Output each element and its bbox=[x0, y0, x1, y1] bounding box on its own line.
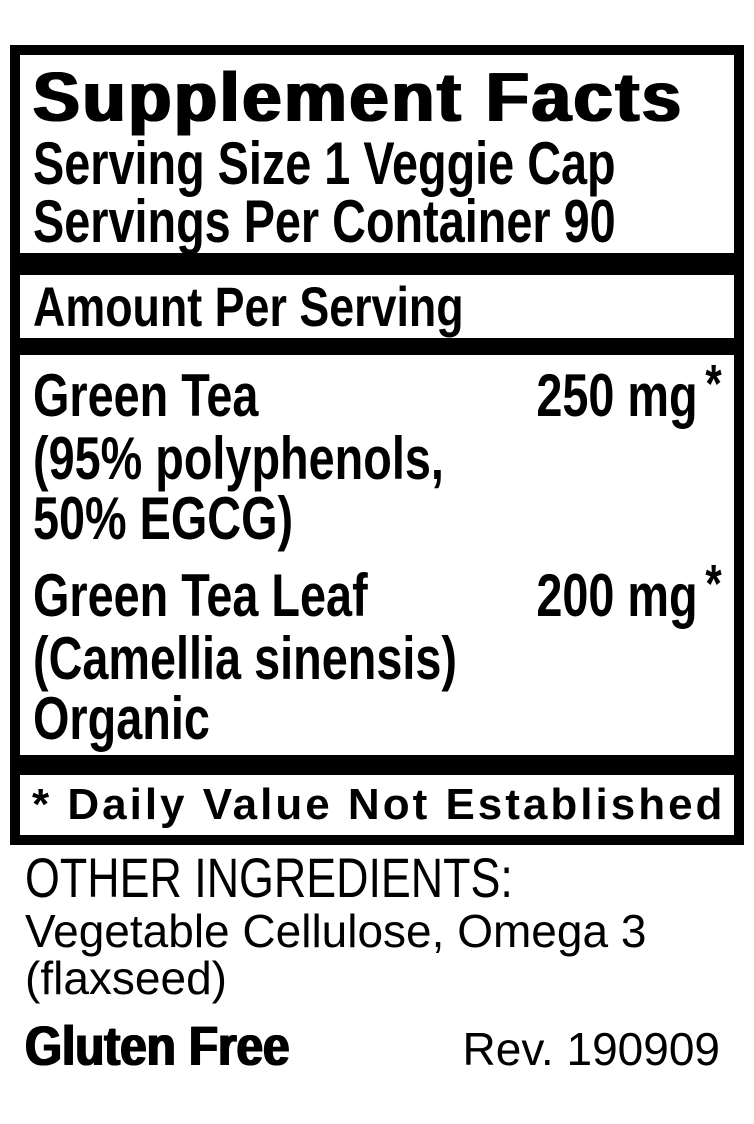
serving-size-text: Serving Size 1 Veggie Cap bbox=[33, 130, 616, 197]
gluten-free-claim: Gluten Free bbox=[25, 1014, 336, 1078]
ingredient-row: Green Tea Leaf 200 mg * bbox=[33, 554, 722, 629]
supplement-facts-panel: Supplement Facts Serving Size 1 Veggie C… bbox=[10, 45, 744, 845]
other-ingredients-line: (flaxseed) bbox=[25, 952, 227, 1004]
servings-per-container-line: Servings Per Container 90 bbox=[33, 188, 724, 255]
daily-value-footnote: * Daily Value Not Established bbox=[32, 780, 726, 829]
amount-per-serving-header: Amount Per Serving bbox=[33, 275, 464, 338]
ingredient-detail: Organic bbox=[33, 685, 210, 752]
revision-number: Rev. 190909 bbox=[462, 1023, 720, 1075]
ingredient-detail: 50% EGCG) bbox=[33, 485, 294, 552]
ingredient-amount: 250 mg * bbox=[536, 354, 722, 429]
bottom-row: Gluten Free Rev. 190909 bbox=[25, 1014, 720, 1078]
ingredient-name: Green Tea bbox=[33, 362, 259, 429]
thick-rule bbox=[20, 253, 734, 275]
ingredient-detail-line: 50% EGCG) bbox=[33, 489, 722, 549]
ingredient-amount: 200 mg * bbox=[536, 554, 722, 629]
ingredient-name: Green Tea Leaf bbox=[33, 562, 368, 629]
ingredient-detail-line: Organic bbox=[33, 689, 722, 749]
panel-title: Supplement Facts bbox=[33, 58, 684, 136]
ingredient-detail-line: (95% polyphenols, bbox=[33, 429, 722, 489]
servings-per-container-text: Servings Per Container 90 bbox=[33, 188, 616, 255]
other-ingredients-line: Vegetable Cellulose, Omega 3 bbox=[25, 905, 647, 957]
ingredient-detail: (95% polyphenols, bbox=[33, 425, 444, 492]
daily-value-asterisk: * bbox=[705, 354, 722, 414]
daily-value-asterisk: * bbox=[705, 554, 722, 614]
thick-rule bbox=[20, 338, 734, 355]
serving-size-line: Serving Size 1 Veggie Cap bbox=[33, 130, 724, 197]
ingredient-detail-line: (Camellia sinensis) bbox=[33, 629, 722, 689]
ingredients-section: Green Tea 250 mg * (95% polyphenols, 50% … bbox=[20, 354, 734, 755]
other-ingredients-block: OTHER INGREDIENTS: Vegetable Cellulose, … bbox=[25, 848, 646, 1002]
amount-value: 250 mg bbox=[536, 362, 698, 429]
panel-header-section: Supplement Facts Serving Size 1 Veggie C… bbox=[20, 55, 734, 253]
thick-rule bbox=[20, 755, 734, 775]
gluten-free-text: Gluten Free bbox=[25, 1014, 290, 1077]
footnote-section: * Daily Value Not Established bbox=[20, 775, 734, 835]
ingredient-row: Green Tea 250 mg * bbox=[33, 354, 722, 429]
amount-per-serving-section: Amount Per Serving bbox=[20, 275, 734, 338]
ingredient-detail: (Camellia sinensis) bbox=[33, 625, 457, 692]
other-ingredients-heading-line: OTHER INGREDIENTS: bbox=[25, 848, 646, 908]
amount-value: 200 mg bbox=[536, 562, 698, 629]
other-ingredients-heading: OTHER INGREDIENTS: bbox=[25, 846, 513, 909]
